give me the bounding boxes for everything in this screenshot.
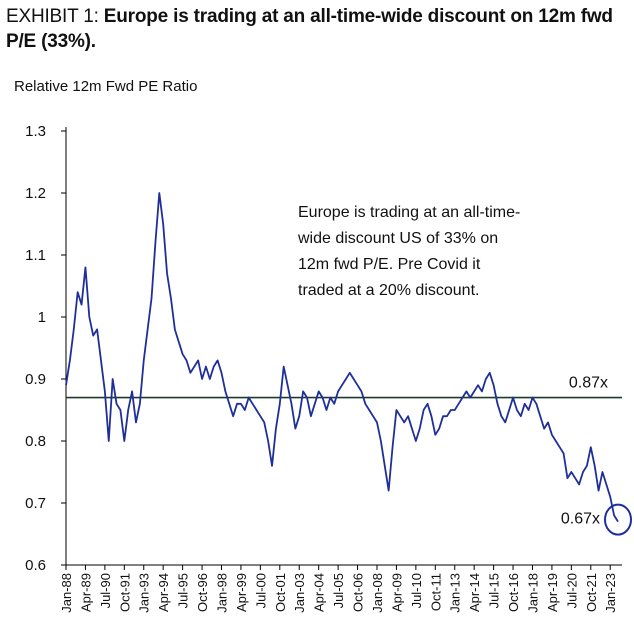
x-tick-label: Jan-08	[370, 573, 385, 613]
x-tick-label: Oct-96	[195, 573, 210, 612]
title-block: EXHIBIT 1: Europe is trading at an all-t…	[6, 4, 628, 54]
data-line	[65, 192, 619, 523]
y-tick-label: 0.7	[25, 495, 46, 512]
x-tick-label: Oct-01	[273, 573, 288, 612]
x-tick-label: Apr-94	[156, 573, 171, 612]
y-tick-label: 1.1	[25, 247, 46, 264]
x-tick-label: Jan-13	[448, 573, 463, 613]
x-tick-label: Apr-89	[78, 573, 93, 612]
x-tick-label: Apr-09	[389, 573, 404, 612]
chart-title: Europe is trading at an all-time-wide di…	[6, 6, 613, 52]
title-prefix: EXHIBIT 1:	[6, 6, 99, 27]
x-tick-label: Jan-23	[603, 573, 618, 613]
y-tick-label: 1	[38, 309, 46, 326]
annotation-line: Europe is trading at an all-time-	[298, 204, 520, 221]
x-tick-label: Oct-21	[584, 573, 599, 612]
x-tick-label: Jan-98	[214, 573, 229, 613]
x-tick-label: Jul-90	[98, 573, 113, 608]
subtitle: Relative 12m Fwd PE Ratio	[14, 78, 198, 95]
annotation-line: traded at a 20% discount.	[298, 282, 479, 299]
end-marker-circle	[604, 503, 632, 536]
y-tick-label: 0.8	[25, 433, 46, 450]
x-tick-label: Apr-19	[545, 573, 560, 612]
x-tick-label: Apr-99	[234, 573, 249, 612]
y-tick-label: 0.6	[25, 557, 46, 574]
y-tick-label: 1.2	[25, 185, 46, 202]
annotation-line: 12m fwd P/E. Pre Covid it	[298, 256, 481, 273]
x-tick-label: Oct-06	[351, 573, 366, 612]
x-tick-label: Jul-15	[487, 573, 502, 608]
x-tick-label: Jul-00	[253, 573, 268, 608]
x-tick-label: Oct-91	[117, 573, 132, 612]
x-tick-label: Jul-10	[409, 573, 424, 608]
x-tick-label: Jan-93	[137, 573, 152, 613]
x-tick-label: Apr-14	[467, 573, 482, 612]
x-tick-label: Oct-16	[506, 573, 521, 612]
annotation-line: wide discount US of 33% on	[297, 230, 498, 247]
y-tick-label: 0.9	[25, 371, 46, 388]
x-tick-label: Jul-95	[176, 573, 191, 608]
x-tick-label: Apr-04	[312, 573, 327, 612]
x-tick-label: Jan-18	[525, 573, 540, 613]
y-tick-label: 1.3	[25, 123, 46, 140]
x-tick-label: Jan-88	[59, 573, 74, 613]
end-marker-label: 0.67x	[561, 511, 600, 528]
x-tick-label: Jan-03	[292, 573, 307, 613]
reference-label: 0.87x	[569, 375, 608, 392]
x-tick-label: Jul-05	[331, 573, 346, 608]
x-tick-label: Oct-11	[428, 573, 443, 611]
x-tick-label: Jul-20	[564, 573, 579, 608]
